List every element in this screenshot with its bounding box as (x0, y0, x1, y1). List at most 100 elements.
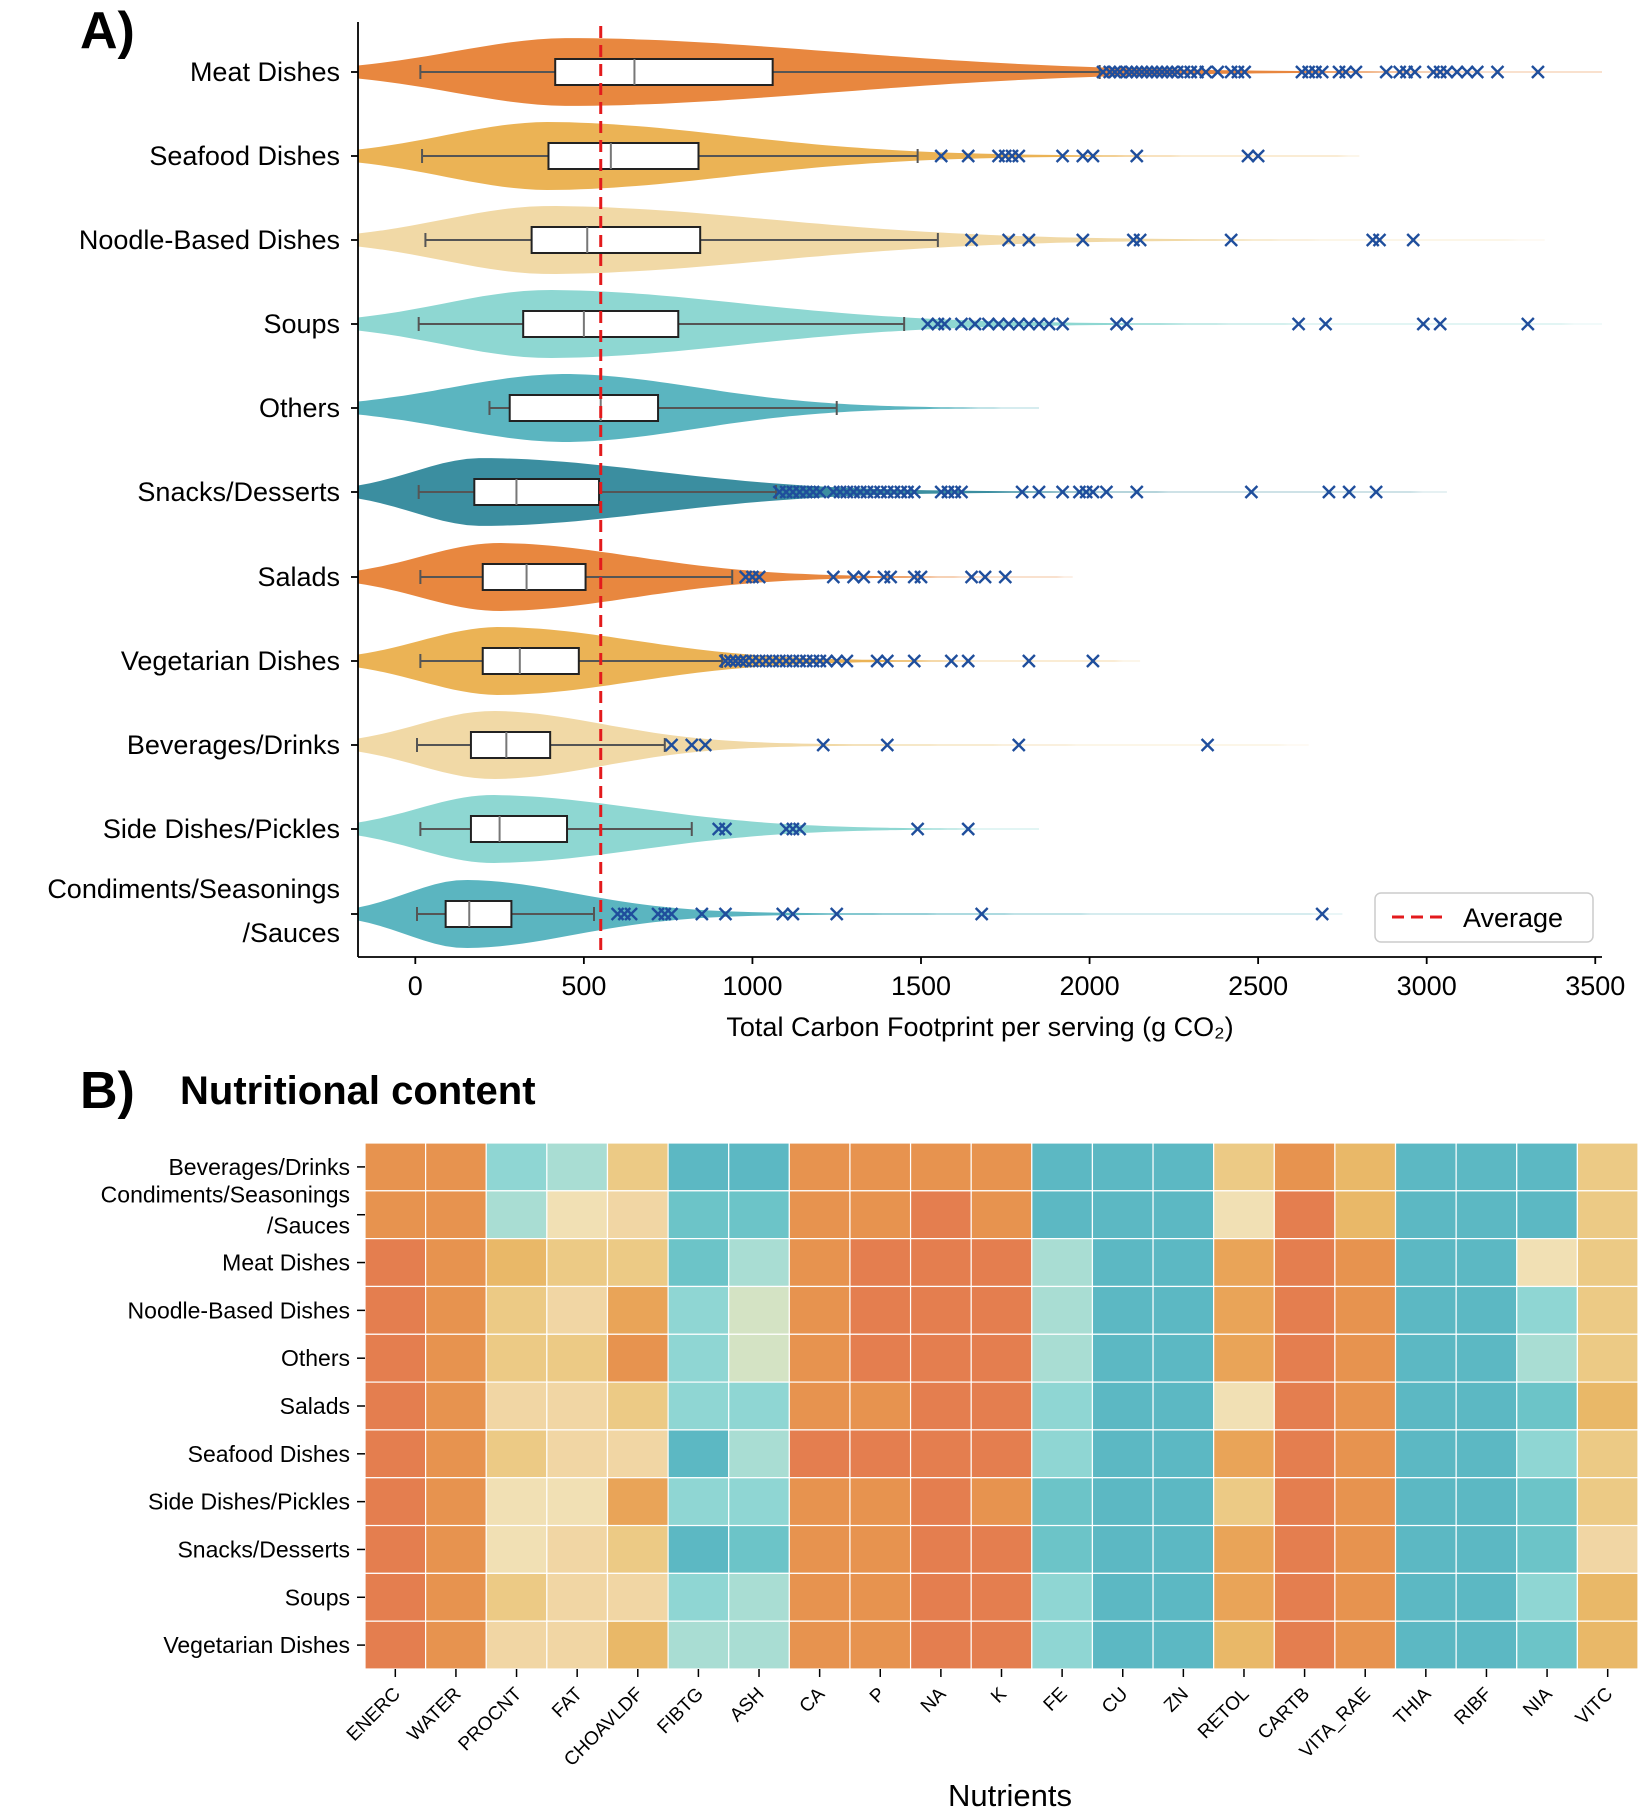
heatmap-column-label: CU (1098, 1684, 1132, 1718)
heatmap-cell (1455, 1381, 1518, 1431)
heatmap-cell (1213, 1238, 1275, 1288)
heatmap-cell (1516, 1524, 1578, 1574)
heatmap-cell (606, 1429, 669, 1479)
heatmap-cell (970, 1620, 1033, 1670)
heatmap-cell (1576, 1285, 1639, 1335)
outlier-marker (1470, 65, 1485, 79)
heatmap-cell (849, 1429, 912, 1479)
heatmap-cell (970, 1477, 1033, 1527)
heatmap-cell (1394, 1285, 1457, 1335)
heatmap-cell (1576, 1477, 1639, 1527)
outlier-marker (1124, 65, 1139, 79)
x-tick-label: 2000 (1060, 971, 1120, 1001)
heatmap-cell (788, 1142, 851, 1192)
heatmap-cell (1576, 1620, 1639, 1670)
heatmap-cell (546, 1477, 609, 1527)
outlier-marker (1086, 654, 1100, 668)
heatmap-cell (1031, 1620, 1094, 1670)
heatmap-cell (425, 1381, 487, 1431)
heatmap-row-label: /Sauces (267, 1213, 350, 1239)
heatmap-cell (364, 1381, 427, 1431)
heatmap-cell (1394, 1477, 1457, 1527)
heatmap-cell (849, 1572, 912, 1622)
outlier-marker (870, 654, 885, 668)
outlier-marker (1520, 317, 1535, 331)
outlier-marker (1237, 65, 1252, 79)
outlier-marker (1011, 738, 1026, 752)
outlier-marker (961, 822, 976, 836)
heatmap-cell (364, 1620, 427, 1670)
heatmap-row-label: Snacks/Desserts (177, 1536, 350, 1562)
heatmap-cell (667, 1142, 730, 1192)
heatmap-cell (1152, 1620, 1215, 1670)
heatmap-cell (364, 1190, 427, 1240)
heatmap-column-label: RETOL (1194, 1684, 1253, 1743)
outlier-marker (1032, 485, 1046, 499)
heatmap-cell (425, 1333, 487, 1383)
heatmap-cell (788, 1477, 851, 1527)
heatmap-cell (909, 1285, 972, 1335)
heatmap-cell (849, 1333, 912, 1383)
heatmap-cell (1394, 1524, 1457, 1574)
heatmap-cell (970, 1238, 1033, 1288)
y-tick-label: Salads (257, 562, 340, 592)
outlier-marker (1315, 907, 1330, 921)
heatmap-cell (667, 1477, 730, 1527)
heatmap-cell (364, 1333, 427, 1383)
outlier-marker (1086, 149, 1100, 163)
outlier-marker (684, 738, 699, 752)
heatmap-cell (485, 1620, 548, 1670)
heatmap-cell (1273, 1381, 1336, 1431)
heatmap-cell (1031, 1190, 1094, 1240)
y-tick-label: /Sauces (242, 918, 340, 948)
heatmap-cell (546, 1572, 609, 1622)
outlier-marker (1022, 233, 1036, 247)
heatmap-cell (849, 1142, 912, 1192)
violin-body (358, 880, 1343, 948)
heatmap-cell (1394, 1333, 1457, 1383)
heatmap-column-label: VITC (1572, 1684, 1617, 1729)
heatmap-cell (1031, 1238, 1094, 1288)
outlier-marker (1160, 65, 1174, 79)
heatmap-cell (1455, 1572, 1518, 1622)
heatmap-cell (667, 1572, 730, 1622)
outlier-marker (1349, 65, 1363, 79)
heatmap-cell (485, 1285, 548, 1335)
heatmap-cell (1394, 1238, 1457, 1288)
panel-b-tag: B) (80, 1062, 135, 1120)
heatmap-cell (485, 1381, 548, 1431)
heatmap-cell (728, 1620, 790, 1670)
outlier-marker (920, 317, 935, 331)
heatmap-cell (1091, 1333, 1154, 1383)
heatmap-cell (1394, 1142, 1457, 1192)
heatmap-cell (1031, 1381, 1094, 1431)
x-axis-label: Total Carbon Footprint per serving (g CO… (726, 1012, 1233, 1042)
heatmap-cell (485, 1572, 548, 1622)
outlier-marker (1251, 149, 1265, 163)
heatmap-cell (909, 1524, 972, 1574)
heatmap-cell (1273, 1333, 1336, 1383)
heatmap-cell (1213, 1429, 1275, 1479)
outlier-marker (1379, 65, 1394, 79)
heatmap-cell (364, 1285, 427, 1335)
heatmap-cell (1152, 1142, 1215, 1192)
heatmap-cell (970, 1524, 1033, 1574)
heatmap-column-label: FIBTG (654, 1684, 708, 1738)
heatmap-row-label: Meat Dishes (222, 1250, 350, 1276)
heatmap-cell (1516, 1238, 1578, 1288)
x-tick-label: 1000 (722, 971, 782, 1001)
heatmap-cells (364, 1142, 1639, 1670)
heatmap-cell (728, 1142, 790, 1192)
heatmap-cell (849, 1477, 912, 1527)
violin-body (358, 711, 1309, 779)
heatmap-cell (909, 1142, 972, 1192)
heatmap-title: Nutritional content (180, 1069, 536, 1113)
heatmap-cell (849, 1238, 912, 1288)
outlier-marker (1133, 233, 1147, 247)
heatmap-cell (364, 1429, 427, 1479)
heatmap-cell (1394, 1190, 1457, 1240)
outlier-marker (829, 907, 844, 921)
heatmap-cell (1394, 1381, 1457, 1431)
heatmap-cell (1394, 1572, 1457, 1622)
outlier-marker (991, 317, 1006, 331)
